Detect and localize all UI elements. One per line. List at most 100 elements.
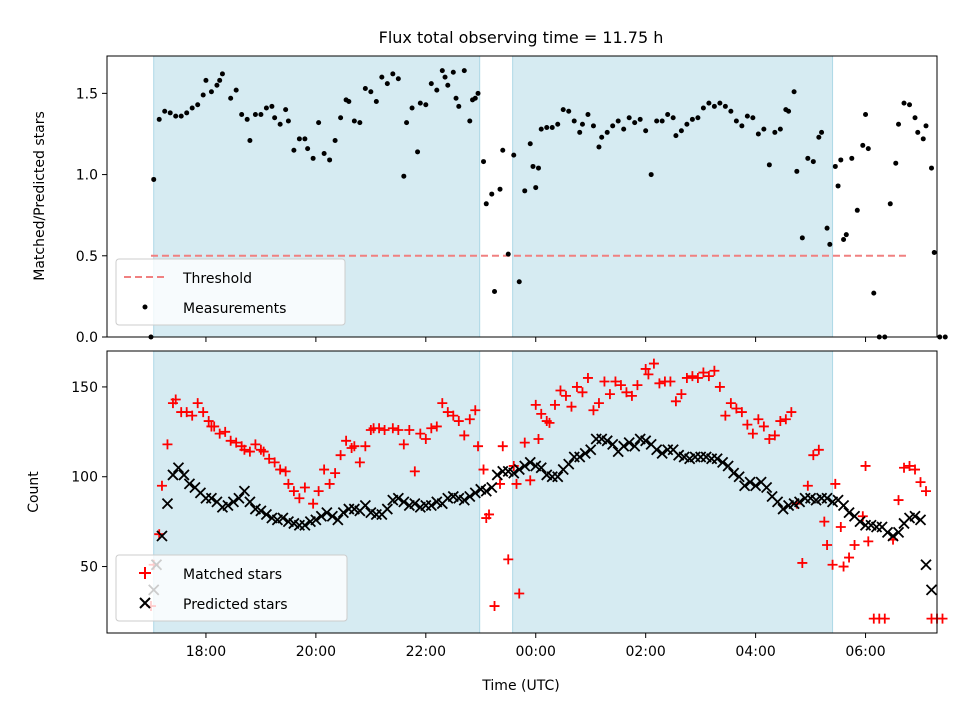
measurement-point [838, 157, 844, 163]
matched-star-point [319, 464, 330, 475]
measurement-point [244, 116, 250, 122]
legend-threshold-label: Threshold [182, 271, 252, 287]
matched-star-point [827, 559, 838, 570]
matched-star-point [571, 381, 582, 392]
matched-star-point [720, 410, 731, 421]
matched-star-point [415, 428, 426, 439]
measurement-point [654, 118, 660, 124]
measurement-point [530, 163, 536, 169]
measurement-point [305, 146, 311, 152]
measurement-point [428, 81, 434, 87]
measurement-point [184, 110, 190, 116]
matched-star-point [588, 405, 599, 416]
predicted-star-point [469, 487, 481, 499]
measurement-point [643, 128, 649, 134]
measurement-point [937, 334, 943, 340]
matched-star-point [698, 367, 709, 378]
legend-measurement-swatch [142, 304, 148, 310]
matched-star-point [786, 407, 797, 418]
measurement-point [577, 129, 583, 135]
measurement-point [920, 136, 926, 142]
count-ytick-label: 50 [80, 560, 98, 576]
predicted-star-point [535, 462, 547, 474]
measurement-point [786, 108, 792, 114]
matched-star-point [747, 428, 758, 439]
measurement-point [755, 131, 761, 137]
matched-star-point [692, 372, 703, 383]
measurement-point [472, 95, 478, 101]
predicted-points [148, 433, 938, 596]
matched-star-point [879, 613, 890, 624]
measurement-point [711, 103, 717, 109]
measurement-point [151, 176, 157, 182]
matched-star-point [288, 486, 299, 497]
ratio-axes: 0.0 0.5 1.0 1.5 [76, 55, 938, 346]
matched-star-point [258, 446, 269, 457]
measurement-point [200, 92, 206, 98]
matched-star-point [838, 561, 849, 572]
matched-star-point [409, 466, 420, 477]
measurement-point [816, 134, 822, 140]
count-xtick-label: 02:00 [625, 644, 665, 660]
matched-star-point [437, 398, 448, 409]
predicted-star-point [398, 496, 410, 508]
measurement-point [832, 163, 838, 169]
measurement-point [327, 157, 333, 163]
measurement-point [722, 103, 728, 109]
measurement-point [162, 108, 168, 114]
measurement-point [827, 241, 833, 247]
measurement-point [791, 89, 797, 95]
matched-star-point [264, 453, 275, 464]
measurement-point [923, 123, 929, 129]
matched-star-point [354, 457, 365, 468]
matched-star-point [533, 434, 544, 445]
count-legend: Matched stars Predicted stars [115, 554, 348, 622]
matched-star-point [742, 419, 753, 430]
measurement-point [772, 129, 778, 135]
measurement-point [863, 111, 869, 117]
measurement-point [492, 289, 498, 295]
measurement-point [819, 129, 825, 135]
count-xtick-label: 04:00 [735, 644, 775, 660]
measurement-point [684, 121, 690, 127]
measurement-point [717, 100, 723, 106]
predicted-star-point [552, 471, 564, 483]
measurement-point [401, 173, 407, 179]
measurement-point [404, 120, 410, 126]
predicted-star-point [563, 458, 575, 470]
predicted-star-point [771, 496, 784, 508]
matched-star-point [324, 478, 335, 489]
measurement-point [321, 150, 327, 156]
predicted-star-point [925, 584, 938, 596]
matched-star-point [220, 426, 231, 437]
measurement-point [316, 120, 322, 126]
predicted-star-point [656, 447, 668, 460]
ratio-ytick-label: 0.0 [76, 330, 98, 346]
measurement-point [750, 115, 756, 121]
matched-star-point [676, 389, 687, 400]
matched-star-point [822, 539, 833, 550]
measurement-point [766, 162, 772, 168]
matched-star-point [599, 376, 610, 387]
measurement-point [283, 107, 289, 113]
matched-star-point [736, 407, 747, 418]
measurement-point [560, 107, 566, 113]
ratio-ytick-label: 0.5 [76, 249, 98, 265]
matched-star-point [426, 423, 437, 434]
predicted-star-point [299, 519, 311, 531]
predicted-star-point [837, 499, 850, 512]
matched-star-point [508, 460, 519, 471]
matched-star-point [725, 398, 736, 409]
predicted-star-point [425, 499, 437, 512]
predicted-star-point [172, 462, 185, 474]
matched-star-point [269, 457, 280, 468]
predicted-star-point [381, 503, 393, 515]
measurement-point [439, 68, 445, 74]
matched-star-point [473, 441, 484, 452]
matched-star-point [239, 444, 250, 455]
predicted-star-point [777, 503, 789, 515]
ratio-frame [106, 55, 938, 338]
count-xtick-label: 20:00 [296, 644, 336, 660]
predicted-star-point [585, 444, 597, 456]
